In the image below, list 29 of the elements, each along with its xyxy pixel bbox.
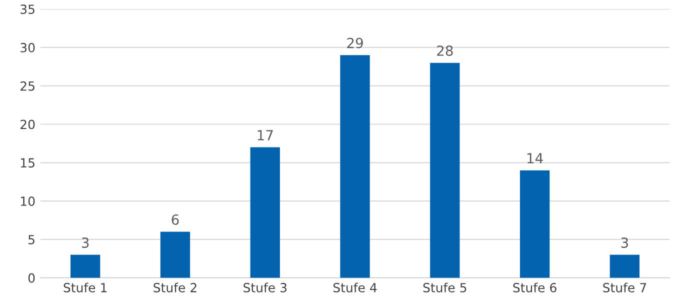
data-label: 17 xyxy=(258,130,273,140)
y-tick-label: 25 xyxy=(20,81,34,91)
data-label: 6 xyxy=(172,214,179,225)
x-tick-label: Stufe 5 xyxy=(423,282,466,292)
y-tick-label: 0 xyxy=(28,273,35,283)
bar xyxy=(340,55,370,278)
y-tick-label: 20 xyxy=(20,120,35,130)
x-tick-label: Stufe 2 xyxy=(154,282,196,292)
y-tick-label: 5 xyxy=(28,235,34,244)
x-tick-label: Stufe 3 xyxy=(244,282,286,292)
y-tick-label: 15 xyxy=(20,158,34,168)
x-tick-label: Stufe 7 xyxy=(603,282,646,292)
bar xyxy=(430,62,460,278)
y-tick-label: 30 xyxy=(20,42,35,52)
bar xyxy=(250,147,280,278)
x-tick-label: Stufe 4 xyxy=(333,282,377,292)
x-tick-label: Stufe 1 xyxy=(64,282,107,292)
bar xyxy=(610,254,640,278)
x-tick-label: Stufe 6 xyxy=(513,282,556,292)
data-label: 3 xyxy=(82,237,89,248)
data-label: 14 xyxy=(527,153,543,164)
y-tick-label: 35 xyxy=(20,4,34,14)
data-label: 3 xyxy=(621,237,628,248)
bar xyxy=(160,232,190,278)
data-label: 29 xyxy=(347,38,363,48)
bar xyxy=(520,170,550,278)
data-label: 28 xyxy=(437,45,453,56)
bar xyxy=(70,254,100,278)
y-tick-label: 10 xyxy=(20,196,35,206)
